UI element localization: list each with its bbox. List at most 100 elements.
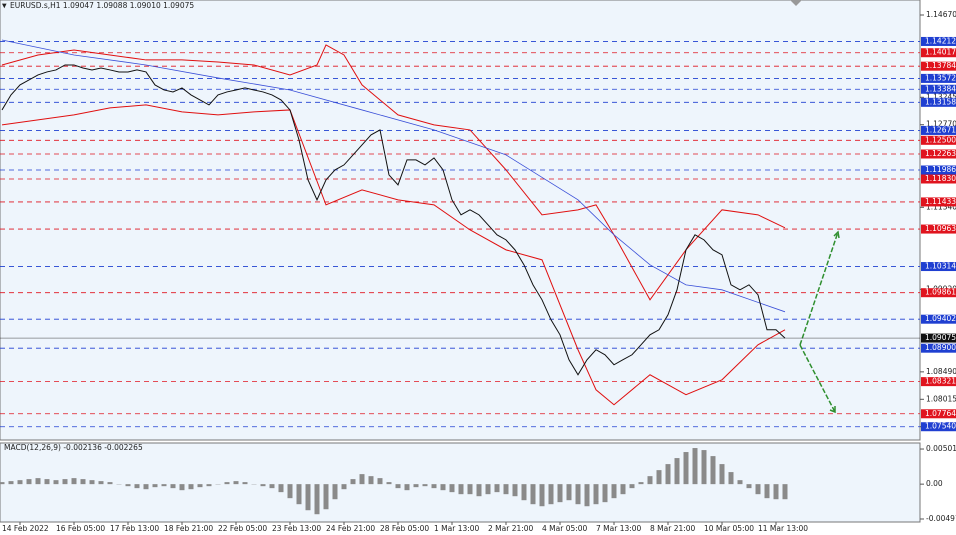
macd-bar bbox=[278, 484, 284, 493]
level-label: 1.13384 bbox=[925, 84, 956, 93]
level-label: 1.14017 bbox=[925, 48, 956, 57]
arrow-head bbox=[829, 406, 836, 414]
x-tick-label: 14 Feb 2022 bbox=[2, 524, 49, 533]
level-label: 1.07540 bbox=[925, 422, 956, 431]
macd-bar bbox=[98, 481, 104, 485]
level-label: 1.12671 bbox=[925, 125, 956, 134]
macd-bar bbox=[8, 481, 14, 485]
y-tick-label: 1.08015 bbox=[926, 394, 956, 403]
forecast-arrows bbox=[799, 230, 840, 414]
overlay-line bbox=[1, 44, 786, 301]
x-tick-label: 24 Feb 21:00 bbox=[326, 524, 375, 533]
macd-pane bbox=[0, 442, 921, 523]
overlay-line bbox=[1, 39, 786, 313]
macd-bar bbox=[710, 456, 716, 485]
x-tick-label: 17 Feb 13:00 bbox=[110, 524, 159, 533]
macd-bar bbox=[188, 484, 194, 490]
macd-bar bbox=[71, 478, 77, 485]
y-tick-label: 1.13245 bbox=[926, 92, 956, 101]
macd-bar bbox=[341, 484, 347, 490]
level-box bbox=[921, 97, 956, 107]
arrow-head bbox=[833, 230, 840, 239]
level-box bbox=[921, 135, 956, 145]
y-tick-label: 1.12770 bbox=[926, 120, 956, 129]
macd-bar bbox=[557, 484, 563, 503]
macd-bar bbox=[773, 484, 779, 500]
macd-bar bbox=[575, 484, 581, 505]
level-box bbox=[921, 165, 956, 175]
macd-bar bbox=[620, 484, 626, 495]
macd-bar bbox=[782, 484, 788, 500]
level-box bbox=[921, 197, 956, 207]
macd-bar bbox=[125, 484, 131, 487]
macd-bar bbox=[629, 484, 635, 489]
macd-bar bbox=[134, 484, 140, 489]
macd-title: MACD(12,26,9) -0.002136 -0.002265 bbox=[4, 443, 143, 452]
x-tick-label: 11 Mar 13:00 bbox=[758, 524, 808, 533]
macd-bar bbox=[179, 484, 185, 491]
level-box bbox=[921, 377, 956, 387]
level-label: 1.11986 bbox=[925, 165, 956, 174]
macd-bar bbox=[359, 474, 365, 485]
level-label: 1.13158 bbox=[925, 97, 956, 106]
x-tick-label: 28 Feb 05:00 bbox=[380, 524, 429, 533]
macd-bar bbox=[332, 484, 338, 500]
x-tick-label: 7 Mar 13:00 bbox=[596, 524, 642, 533]
level-label: 1.11433 bbox=[925, 197, 956, 206]
level-label: 1.08900 bbox=[925, 343, 956, 352]
level-label: 1.13572 bbox=[925, 73, 956, 82]
macd-bar bbox=[566, 484, 572, 501]
current-price-box bbox=[921, 333, 956, 343]
macd-bar bbox=[701, 450, 707, 485]
macd-bar bbox=[647, 476, 653, 485]
y-tick-label: 1.11340 bbox=[926, 202, 956, 211]
level-box bbox=[921, 314, 956, 324]
macd-bar bbox=[440, 484, 446, 491]
macd-bar bbox=[395, 484, 401, 489]
macd-bar bbox=[755, 484, 761, 495]
macd-bar bbox=[260, 484, 266, 487]
level-label: 1.10314 bbox=[925, 262, 956, 271]
macd-bar bbox=[170, 484, 176, 489]
level-box bbox=[921, 61, 956, 71]
level-label: 1.11830 bbox=[925, 174, 956, 183]
level-label: 1.09861 bbox=[925, 288, 956, 297]
macd-bar bbox=[161, 484, 167, 487]
macd-bar bbox=[89, 480, 95, 485]
macd-bar bbox=[287, 484, 293, 499]
macd-bar bbox=[413, 484, 419, 488]
macd-bar bbox=[53, 480, 59, 485]
macd-bar bbox=[476, 484, 482, 497]
level-box bbox=[921, 224, 956, 234]
level-box bbox=[921, 409, 956, 419]
macd-bar bbox=[665, 464, 671, 485]
macd-bar bbox=[35, 478, 41, 485]
macd-bar bbox=[386, 482, 392, 485]
current-price-label: 1.09075 bbox=[925, 333, 956, 342]
macd-bar bbox=[530, 484, 536, 505]
menu-triangle: ▼ bbox=[2, 3, 7, 10]
macd-bar bbox=[44, 479, 50, 485]
macd-bar bbox=[305, 484, 311, 511]
level-label: 1.08321 bbox=[925, 377, 956, 386]
macd-bar bbox=[548, 484, 554, 505]
macd-bar bbox=[314, 484, 320, 515]
level-box bbox=[921, 73, 956, 83]
macd-bar bbox=[233, 481, 239, 485]
macd-bar bbox=[503, 484, 509, 495]
macd-bar bbox=[224, 482, 230, 485]
macd-bar bbox=[638, 482, 644, 485]
x-tick-label: 10 Mar 05:00 bbox=[704, 524, 754, 533]
macd-bar bbox=[242, 482, 248, 485]
level-box bbox=[921, 343, 956, 353]
macd-bar bbox=[764, 484, 770, 499]
macd-bar bbox=[602, 484, 608, 503]
macd-bar bbox=[458, 484, 464, 495]
arrow-down bbox=[799, 344, 836, 413]
y-tick-label: 1.14670 bbox=[926, 10, 956, 19]
shift-marker bbox=[790, 0, 802, 6]
macd-bar bbox=[728, 472, 734, 485]
macd-bar bbox=[296, 484, 302, 505]
x-tick-label: 18 Feb 21:00 bbox=[164, 524, 213, 533]
